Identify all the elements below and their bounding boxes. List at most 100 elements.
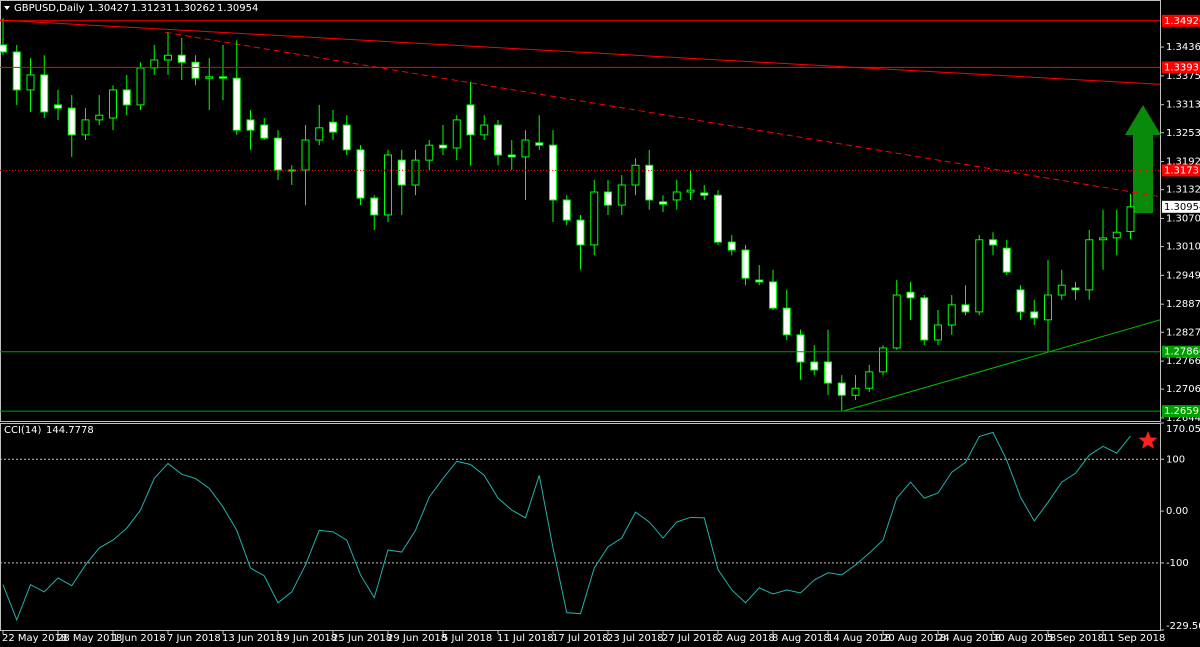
candle-body: [1016, 289, 1025, 313]
candle-body: [521, 139, 530, 158]
x-tick-label: 11 Sep 2018: [1102, 633, 1165, 644]
y-tick-label: 1.33135: [1166, 100, 1200, 111]
candle-body: [755, 279, 764, 283]
x-tick-label: 5 Jul 2018: [442, 633, 492, 644]
candle-body: [466, 104, 475, 136]
y-tick-label: -229.5038: [1166, 621, 1200, 632]
ohlc-close: 1.30954: [217, 3, 258, 14]
y-tick-label: 1.29490: [1166, 270, 1200, 281]
candle-body: [439, 144, 447, 149]
x-tick-label: 13 Jun 2018: [222, 633, 282, 644]
candle-body: [81, 119, 90, 136]
candle-body: [397, 159, 406, 186]
x-tick-label: 17 Jul 2018: [552, 633, 609, 644]
candle-body: [136, 67, 145, 106]
up-arrow: [1125, 105, 1161, 213]
candle-body: [549, 144, 557, 201]
candle-body: [920, 297, 929, 341]
candle-body: [205, 76, 214, 79]
candle-body: [507, 154, 516, 158]
candle-body: [150, 59, 159, 69]
level-label-bg: [1162, 61, 1200, 74]
price-label-bg: [1162, 200, 1200, 213]
y-tick-label: 1.26445: [1166, 413, 1200, 424]
candle-body: [301, 139, 310, 171]
candle-body: [851, 387, 860, 396]
candle-body: [686, 189, 695, 193]
candle-body: [1126, 206, 1135, 232]
candle-body: [329, 121, 337, 133]
candle-body: [26, 74, 35, 91]
level-label: 1.26591: [1164, 406, 1200, 417]
candle-body: [824, 361, 832, 384]
x-tick-label: 20 Aug 2018: [882, 633, 946, 644]
candle-body: [1099, 237, 1107, 241]
candle-body: [810, 361, 819, 371]
candle-body: [219, 76, 227, 79]
candle-body: [452, 119, 461, 149]
trendline: [842, 319, 1160, 412]
cci-title: CCI(14): [4, 425, 42, 436]
candle-body: [879, 347, 887, 373]
candle-body: [562, 199, 571, 221]
candle-body: [494, 124, 502, 156]
ohlc-low: 1.30262: [174, 3, 215, 14]
candle-body: [604, 191, 612, 206]
cci-value: 144.7778: [46, 425, 94, 436]
candle-body: [12, 51, 21, 91]
x-tick-label: 25 Jun 2018: [332, 633, 392, 644]
candle-body: [342, 124, 351, 151]
candle-body: [411, 159, 420, 186]
candle-body: [961, 304, 970, 313]
level-label-bg: [1162, 405, 1200, 418]
y-tick-label: 1.28875: [1166, 299, 1200, 310]
candle-body: [191, 61, 200, 79]
candle-body: [727, 241, 736, 251]
y-tick-label: 1.30105: [1166, 242, 1200, 253]
y-tick-label: 1.32535: [1166, 128, 1200, 139]
candle-body: [260, 124, 269, 139]
y-tick-label: 1.33750: [1166, 71, 1200, 82]
candle-body: [934, 324, 942, 341]
candle-body: [947, 304, 956, 326]
cci-frame: [0, 423, 1161, 631]
ohlc-open: 1.30427: [88, 3, 129, 14]
x-tick-label: 30 Aug 2018: [992, 633, 1056, 644]
x-tick-label: 28 May 2018: [57, 633, 122, 644]
candle-body: [892, 294, 901, 349]
star: [1138, 431, 1158, 449]
y-tick-label: 170.0512: [1166, 424, 1200, 435]
y-tick-label: 0.00: [1166, 506, 1188, 517]
candle-body: [356, 149, 365, 199]
candle-body: [672, 191, 681, 201]
y-tick-label: 1.27060: [1166, 384, 1200, 395]
candle-body: [741, 249, 750, 279]
x-tick-label: 1 Jun 2018: [112, 633, 166, 644]
candle-body: [1057, 284, 1066, 296]
candle-body: [837, 382, 846, 396]
x-tick-label: 14 Aug 2018: [827, 633, 891, 644]
x-tick-label: 5 Sep 2018: [1047, 633, 1104, 644]
candle-body: [0, 44, 7, 53]
cci-line: [2, 431, 1131, 622]
trendline: [0, 19, 1160, 85]
x-tick-label: 11 Jul 2018: [497, 633, 554, 644]
candle-body: [370, 197, 379, 216]
y-tick-label: 1.28275: [1166, 327, 1200, 338]
candle-body: [274, 137, 282, 171]
candle-body: [1112, 231, 1121, 239]
x-tick-label: 22 May 2018: [2, 633, 67, 644]
x-tick-label: 27 Jul 2018: [662, 633, 719, 644]
candle-body: [714, 194, 722, 243]
candle-body: [177, 54, 186, 63]
candle-body: [700, 192, 709, 196]
candle-body: [590, 191, 599, 246]
menu-arrow[interactable]: [4, 6, 10, 10]
level-label: 1.34926: [1164, 16, 1200, 27]
candle-body: [67, 107, 76, 136]
x-tick-label: 24 Aug 2018: [937, 633, 1001, 644]
